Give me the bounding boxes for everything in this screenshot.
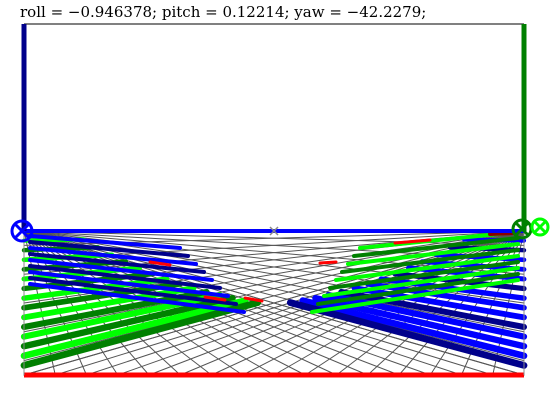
ground-stripe (393, 238, 432, 245)
ground-stripe (148, 260, 172, 267)
ground-stripe (28, 282, 246, 314)
ground-stripe (28, 270, 230, 298)
ground-stripe (286, 299, 528, 369)
ground-stripe (28, 240, 190, 258)
ground-stripe (352, 236, 520, 258)
ground-stripe (488, 231, 517, 236)
ground-stripe (203, 295, 227, 302)
ground-stripe (28, 246, 198, 266)
ground-stripe (28, 252, 206, 274)
ground-stripe (20, 297, 249, 360)
ground-stripe (20, 299, 262, 369)
ground-stripe (325, 292, 528, 340)
circle-cross-icon (530, 217, 550, 237)
ground-stripes (20, 230, 528, 378)
ground-stripe (20, 292, 223, 340)
ground-stripe (28, 258, 214, 282)
grid-line (23, 230, 525, 304)
cross-icon (269, 226, 279, 236)
ground-stripe (310, 278, 520, 314)
ground-stripe (21, 276, 170, 301)
ground-stripe (340, 248, 520, 274)
ground-stripe (346, 242, 520, 266)
ground-stripe (28, 264, 222, 290)
ground-stripe (299, 297, 528, 360)
orientation-readout: roll = −0.946378; pitch = 0.12214; yaw =… (20, 3, 427, 21)
ground-stripe (328, 260, 520, 290)
circle-cross-icon (10, 219, 34, 243)
ground-stripe (334, 254, 520, 282)
ground-stripe (243, 296, 264, 303)
ground-stripe (21, 285, 197, 321)
ground-stripe (28, 234, 182, 250)
grid-line (398, 230, 525, 376)
ground-stripe (28, 276, 238, 306)
ground-stripe (318, 260, 338, 265)
ground-stripe (316, 272, 520, 306)
ground-stripe (322, 266, 520, 298)
